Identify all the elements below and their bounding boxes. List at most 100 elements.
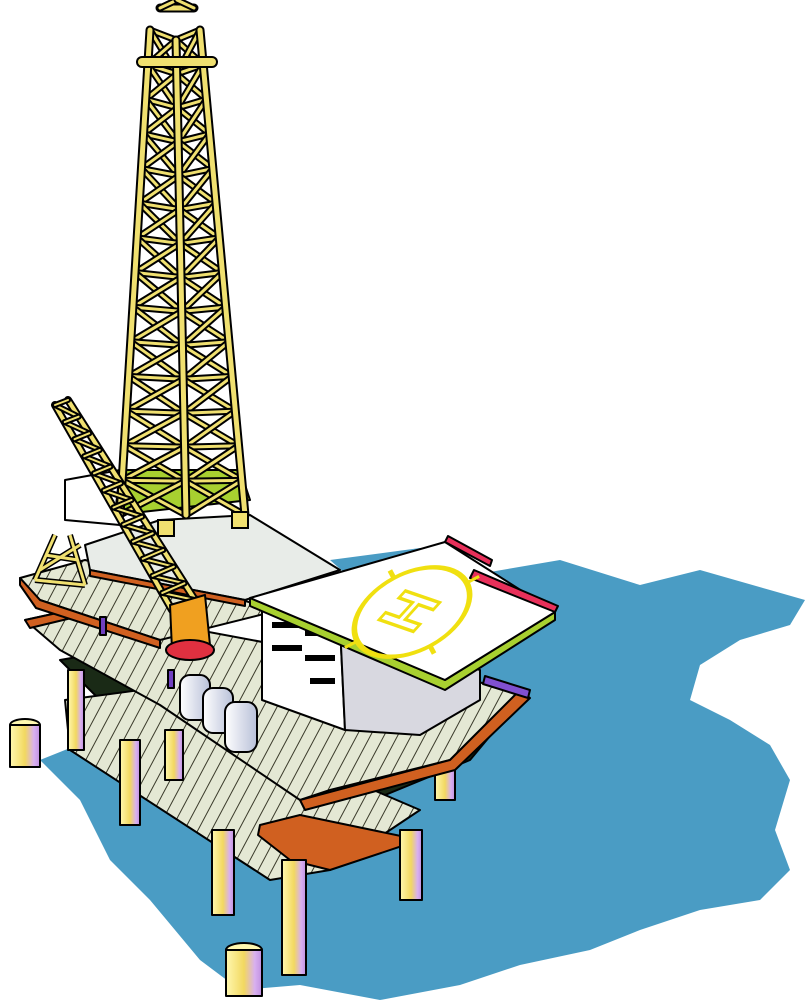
strut: [73, 438, 101, 451]
strut: [137, 174, 181, 205]
crane-base: [165, 639, 215, 661]
strut: [177, 167, 215, 178]
tick: [427, 644, 437, 655]
strut: [180, 305, 228, 347]
strut: [54, 399, 69, 406]
strut: [133, 242, 182, 274]
strut: [122, 515, 144, 526]
strut: [117, 27, 153, 518]
strut: [102, 482, 122, 492]
strut: [178, 236, 221, 246]
strut: [73, 432, 91, 441]
strut: [139, 140, 180, 171]
strut: [135, 236, 182, 246]
strut: [135, 208, 182, 240]
strut: [181, 374, 234, 381]
strut: [133, 271, 183, 279]
strut: [112, 506, 144, 518]
strut: [112, 499, 133, 509]
window-row: [305, 655, 335, 661]
lower-deck-edge: [257, 814, 421, 871]
strut: [144, 72, 179, 101]
strut: [83, 449, 101, 458]
strut: [132, 532, 154, 543]
strut: [142, 106, 179, 136]
strut: [124, 409, 186, 415]
leg: [67, 669, 85, 751]
strut: [63, 415, 80, 424]
strut: [182, 374, 234, 415]
strut: [180, 305, 228, 313]
leg: [164, 729, 184, 781]
strut: [54, 404, 80, 418]
buoy: [9, 724, 41, 768]
strut: [127, 343, 184, 378]
strut: [93, 465, 112, 475]
strut: [151, 565, 175, 577]
strut: [178, 201, 218, 246]
strut: [120, 478, 187, 483]
helipad-rail: [444, 535, 493, 567]
strut: [179, 236, 221, 279]
strut: [124, 377, 185, 413]
strut: [83, 455, 112, 468]
strut: [173, 37, 189, 518]
strut: [180, 271, 224, 313]
crane: [51, 396, 199, 614]
strut: [93, 472, 122, 485]
strut: [129, 340, 184, 347]
purple-rail: [482, 675, 531, 699]
strut: [127, 374, 185, 381]
strut: [178, 167, 215, 212]
strut: [122, 444, 187, 449]
strut: [141, 549, 165, 560]
leg: [399, 829, 423, 901]
window-row: [272, 622, 302, 628]
strut: [179, 271, 224, 279]
upper-deck-edge: [19, 577, 161, 649]
strut: [131, 305, 184, 313]
derrick-foot: [231, 511, 249, 529]
strut: [137, 201, 182, 212]
strut: [183, 478, 244, 483]
helipad-ticks: [344, 569, 480, 655]
strut: [183, 444, 241, 483]
derrick-foot: [157, 519, 175, 537]
tick: [466, 574, 480, 585]
strut: [120, 445, 187, 482]
strut: [151, 574, 186, 585]
window-row: [272, 645, 302, 651]
strut: [139, 167, 181, 178]
strut: [178, 201, 218, 212]
strut: [122, 411, 186, 448]
leg: [119, 739, 141, 826]
derrick: [115, 0, 250, 537]
strut: [197, 27, 248, 518]
leg: [281, 859, 307, 976]
helipad-rail: [469, 569, 559, 613]
strut: [180, 340, 231, 347]
strut: [182, 409, 237, 415]
pipe: [99, 616, 107, 636]
strut: [129, 309, 184, 344]
tick: [344, 639, 358, 650]
strut: [142, 132, 180, 144]
strut: [181, 340, 231, 381]
strut: [175, 0, 196, 10]
small-frame-fill: [33, 534, 87, 587]
leg: [211, 829, 235, 916]
main-deck-edge: [299, 689, 531, 811]
strut: [131, 276, 183, 309]
strut: [183, 409, 237, 449]
strut: [122, 523, 154, 535]
strut: [161, 582, 186, 594]
tanks: [99, 616, 258, 753]
strut: [184, 478, 244, 517]
tank: [224, 701, 258, 753]
strut: [63, 421, 91, 435]
pipe: [167, 669, 175, 689]
strut: [102, 489, 133, 501]
tick: [387, 569, 397, 580]
strut: [118, 479, 187, 517]
